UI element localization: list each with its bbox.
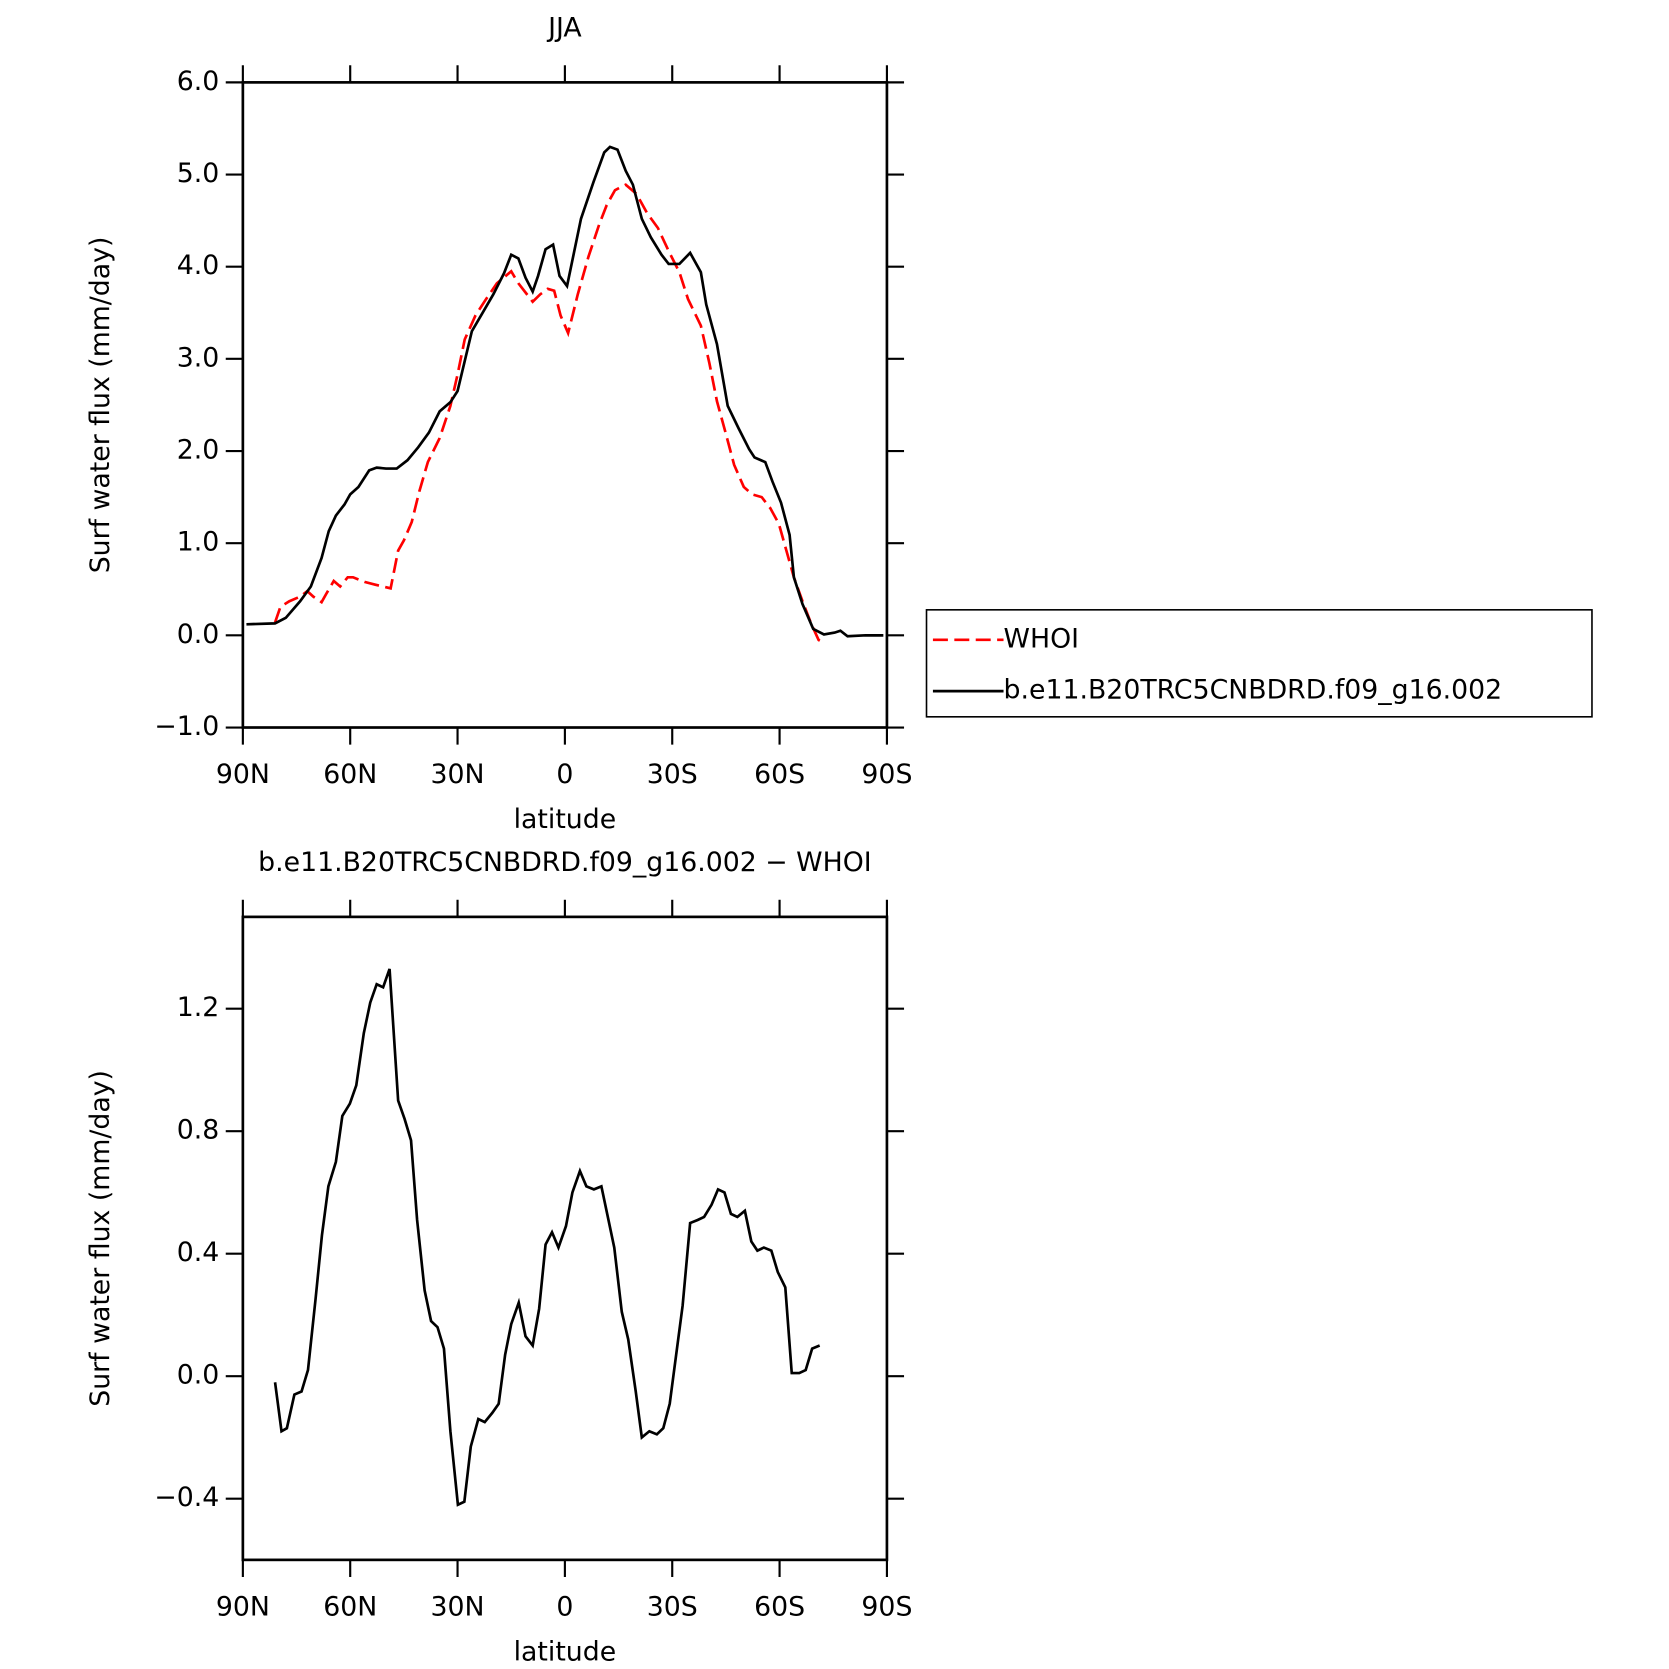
y-tick-label: 0.4 — [177, 1237, 220, 1268]
x-tick-label: 60S — [754, 759, 805, 790]
y-tick-label: 2.0 — [177, 435, 220, 466]
y-tick-label: 0.8 — [177, 1115, 220, 1146]
y-tick-label: 0.0 — [177, 1360, 220, 1391]
x-tick-label: 90N — [216, 759, 270, 790]
x-tick-label: 0 — [556, 759, 573, 790]
y-tick-label: 4.0 — [177, 250, 220, 281]
x-tick-label: 30N — [431, 759, 485, 790]
y-tick-label: −1.0 — [154, 711, 219, 742]
plot-frame — [241, 81, 889, 729]
x-tick-label: 60N — [323, 759, 377, 790]
y-axis-label: Surf water flux (mm/day) — [85, 1070, 116, 1407]
chart-title: JJA — [546, 12, 582, 43]
y-tick-label: 1.2 — [177, 992, 220, 1023]
legend-label: b.e11.B20TRC5CNBDRD.f09_g16.002 — [1004, 675, 1503, 706]
x-tick-label: 90S — [861, 1592, 912, 1623]
y-tick-label: 3.0 — [177, 342, 220, 373]
x-tick-label: 90S — [861, 759, 912, 790]
x-axis-label: latitude — [514, 804, 617, 835]
x-tick-label: 30S — [647, 1592, 698, 1623]
legend-box — [925, 609, 1593, 718]
plot-frame — [241, 915, 889, 1562]
chart-title: b.e11.B20TRC5CNBDRD.f09_g16.002 − WHOI — [258, 847, 871, 878]
y-tick-label: 1.0 — [177, 527, 220, 558]
x-tick-label: 90N — [216, 1592, 270, 1623]
x-tick-label: 60S — [754, 1592, 805, 1623]
x-axis-label: latitude — [514, 1636, 617, 1667]
x-tick-label: 30N — [431, 1592, 485, 1623]
x-tick-label: 0 — [556, 1592, 573, 1623]
series-line — [246, 145, 884, 638]
series-line — [273, 183, 823, 643]
series-line — [273, 968, 821, 1507]
y-axis-label: Surf water flux (mm/day) — [85, 237, 116, 574]
y-tick-label: 5.0 — [177, 158, 220, 189]
y-tick-label: 6.0 — [177, 66, 220, 97]
x-tick-label: 60N — [323, 1592, 377, 1623]
y-tick-label: 0.0 — [177, 619, 220, 650]
legend-label: WHOI — [1004, 623, 1079, 654]
x-tick-label: 30S — [647, 759, 698, 790]
y-tick-label: −0.4 — [154, 1482, 219, 1513]
